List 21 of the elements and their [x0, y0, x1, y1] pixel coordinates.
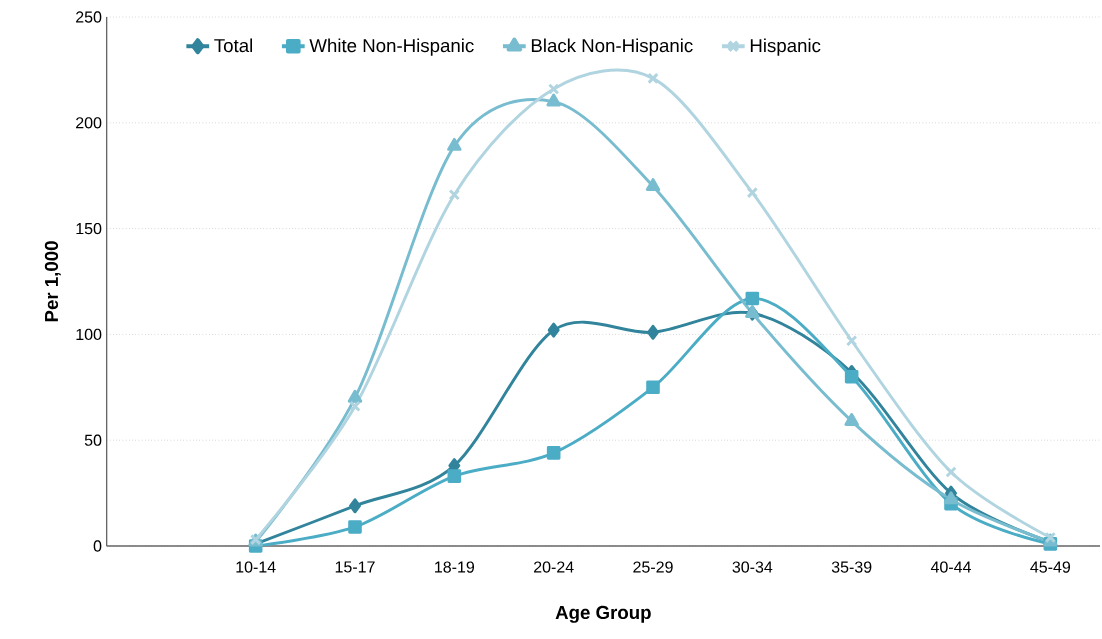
legend-label: White Non-Hispanic: [309, 38, 474, 56]
y-tick-label: 50: [84, 434, 102, 446]
x-tick-label: 25-29: [633, 561, 673, 573]
y-tick-label: 100: [76, 328, 102, 341]
x-tick-label: 15-17: [335, 561, 375, 573]
y-tick-label: 250: [76, 11, 102, 23]
x-tick-label: 35-39: [831, 561, 872, 573]
y-axis-title: Per 1,000: [44, 241, 61, 322]
x-tick-label: 20-24: [534, 561, 574, 573]
legend-label: Black Non-Hispanic: [531, 38, 693, 56]
x-tick-label: 18-19: [435, 561, 475, 573]
x-tick-label: 45-49: [1030, 561, 1071, 573]
x-tick-label: 10-14: [236, 561, 276, 573]
y-tick-label: 150: [76, 222, 102, 235]
y-tick-label: 200: [76, 117, 102, 129]
legend-label: Total: [214, 38, 253, 53]
x-tick-label: 30-34: [732, 561, 773, 573]
x-axis-title: Age Group: [555, 605, 651, 623]
legend-label: Hispanic: [750, 38, 821, 56]
x-tick-label: 40-44: [930, 561, 971, 573]
y-tick-label: 0: [93, 540, 102, 552]
